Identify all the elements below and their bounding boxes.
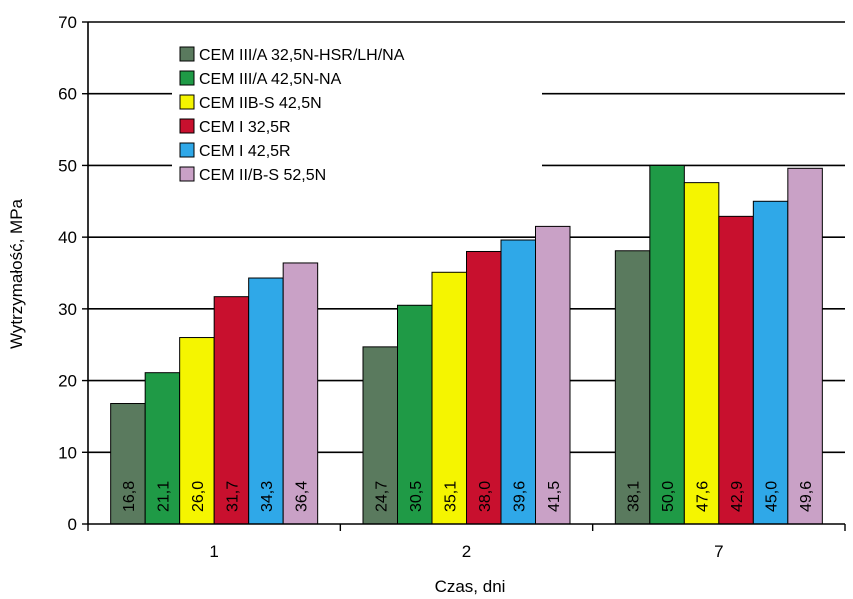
legend-label: CEM III/A 42,5N-NA <box>199 71 342 88</box>
bar-value-label: 41,5 <box>546 481 563 512</box>
bars: 16,8 21,1 26,0 31,7 34,3 36,4 24,7 30,5 35,1 38,0… <box>110 164 823 525</box>
bar-value-label: 21,1 <box>155 481 172 512</box>
bar <box>500 239 536 525</box>
legend-label: CEM I 42,5R <box>199 143 291 160</box>
y-axis-title: Wytrzymałość, MPa <box>7 198 26 349</box>
legend-label: CEM II/B-S 52,5N <box>199 167 326 184</box>
bar <box>179 337 215 525</box>
y-tick-label: 10 <box>58 443 77 462</box>
y-tick-label: 70 <box>58 13 77 32</box>
bar-value-label: 42,9 <box>729 481 746 512</box>
bar-value-label: 34,3 <box>259 481 276 512</box>
legend-label: CEM III/A 32,5N-HSR/LH/NA <box>199 47 405 64</box>
legend-label: CEM IIB-S 42,5N <box>199 95 322 112</box>
bar <box>614 250 651 525</box>
bar-value-label: 38,0 <box>477 481 494 512</box>
bar-value-label: 47,6 <box>695 481 712 512</box>
bar-value-label: 26,0 <box>190 481 207 512</box>
bar-value-label: 39,6 <box>511 481 528 512</box>
bar <box>752 200 789 525</box>
x-tick-label: 7 <box>714 542 723 561</box>
legend-label: CEM I 32,5R <box>199 119 291 136</box>
bar-value-label: 49,6 <box>798 481 815 512</box>
x-axis-title: Czas, dni <box>435 577 506 596</box>
legend-swatch <box>179 118 195 134</box>
bar <box>144 372 181 525</box>
legend-swatch <box>179 166 195 182</box>
x-tick-label: 1 <box>209 542 218 561</box>
bar <box>282 262 319 525</box>
y-tick-label: 0 <box>68 515 77 534</box>
y-tick-label: 50 <box>58 156 77 175</box>
bar-value-label: 16,8 <box>121 481 138 512</box>
bar <box>535 225 571 525</box>
bar-value-label: 24,7 <box>373 481 390 512</box>
legend-swatch <box>179 142 195 158</box>
y-tick-label: 40 <box>58 228 77 247</box>
legend-swatch <box>179 46 195 62</box>
bar <box>718 215 754 525</box>
legend-background <box>172 40 542 218</box>
bar-value-label: 30,5 <box>408 481 425 512</box>
bar-value-label: 36,4 <box>293 481 310 512</box>
bar <box>683 182 720 525</box>
x-tick-label: 2 <box>462 542 471 561</box>
bar <box>213 296 250 525</box>
legend-swatch <box>179 70 195 86</box>
bar <box>248 277 284 525</box>
legend: CEM III/A 32,5N-HSR/LH/NA CEM III/A 42,5N… <box>172 40 542 218</box>
bar-value-label: 50,0 <box>660 481 677 512</box>
y-tick-label: 60 <box>58 85 77 104</box>
bar-value-label: 45,0 <box>764 481 781 512</box>
bar-value-label: 38,1 <box>626 481 643 512</box>
legend-swatch <box>179 94 195 110</box>
bar <box>649 164 685 525</box>
bar-value-label: 35,1 <box>442 481 459 512</box>
y-tick-label: 30 <box>58 300 77 319</box>
bar-value-label: 31,7 <box>224 481 241 512</box>
y-tick-label: 20 <box>58 372 77 391</box>
bar <box>787 167 823 525</box>
